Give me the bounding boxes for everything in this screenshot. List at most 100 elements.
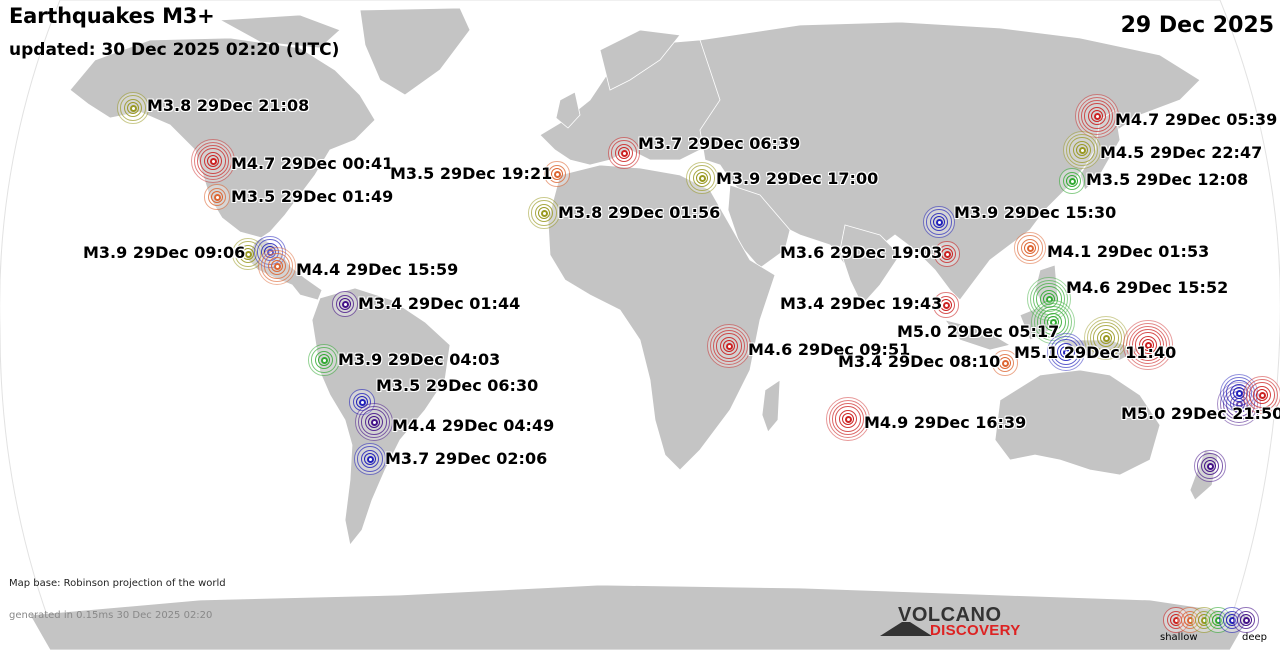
ring-icon xyxy=(926,209,952,235)
earthquake-label: M4.9 29Dec 16:39 xyxy=(864,413,1027,432)
ring-icon xyxy=(940,247,954,261)
ring-icon xyxy=(1087,106,1107,126)
epicenter-icon xyxy=(273,262,281,270)
ring-icon xyxy=(939,298,953,312)
epicenter-icon xyxy=(942,301,950,309)
epicenter-icon xyxy=(320,356,328,364)
ring-icon xyxy=(1090,322,1122,354)
epicenter-icon xyxy=(358,398,366,406)
ring-icon xyxy=(1096,328,1116,348)
ring-icon xyxy=(197,145,229,177)
ring-icon xyxy=(716,333,742,359)
ring-icon xyxy=(719,336,739,356)
ring-icon xyxy=(311,347,337,373)
land-arabia xyxy=(727,184,791,269)
epicenter-icon xyxy=(540,209,548,217)
land-india xyxy=(839,224,901,306)
ring-icon xyxy=(338,297,352,311)
ring-icon xyxy=(335,294,355,314)
map-date: 29 Dec 2025 xyxy=(1120,13,1274,38)
land-canada-islands xyxy=(218,14,341,49)
ring-icon xyxy=(550,167,564,181)
earthquake-label: M3.7 29Dec 02:06 xyxy=(385,449,548,468)
ring-icon xyxy=(1081,100,1113,132)
ring-icon xyxy=(194,142,232,180)
ring-icon xyxy=(531,200,557,226)
earthquake-label: M4.6 29Dec 15:52 xyxy=(1066,278,1229,297)
ring-icon xyxy=(210,190,224,204)
earthquake-label: M3.5 29Dec 19:21 xyxy=(390,164,553,183)
volcano-discovery-logo[interactable]: VOLCANO DISCOVERY xyxy=(880,604,1040,640)
ring-icon xyxy=(1020,238,1040,258)
ring-icon xyxy=(358,406,390,438)
epicenter-icon xyxy=(1093,112,1101,120)
epicenter-icon xyxy=(1235,389,1243,397)
ring-icon xyxy=(126,101,140,115)
land-uk xyxy=(555,91,581,129)
ring-icon xyxy=(206,154,220,168)
ring-icon xyxy=(1062,171,1082,191)
ring-icon xyxy=(1246,379,1278,411)
ring-icon xyxy=(264,253,290,279)
ring-icon xyxy=(1050,336,1082,368)
ring-icon xyxy=(1203,459,1217,473)
earthquake-label: M3.5 29Dec 01:49 xyxy=(231,187,394,206)
earthquake-label: M3.4 29Dec 19:43 xyxy=(780,294,943,313)
logo-text-discovery: DISCOVERY xyxy=(930,622,1021,639)
land-greenland xyxy=(359,7,471,96)
ring-icon xyxy=(547,164,567,184)
ring-icon xyxy=(692,168,712,188)
epicenter-icon xyxy=(1078,146,1086,154)
ring-icon xyxy=(1056,342,1076,362)
epicenter-icon xyxy=(244,250,252,258)
ring-icon xyxy=(1023,241,1037,255)
ring-icon xyxy=(1252,385,1272,405)
epicenter-icon xyxy=(1062,348,1070,356)
earthquake-label: M4.4 29Dec 15:59 xyxy=(296,260,459,279)
ring-icon xyxy=(203,151,223,171)
ring-icon xyxy=(1197,453,1223,479)
earthquake-label: M4.6 29Dec 09:51 xyxy=(748,340,911,359)
epicenter-icon xyxy=(725,342,733,350)
earthquake-label: M3.4 29Dec 01:44 xyxy=(358,294,521,313)
epicenter-icon xyxy=(1242,616,1250,624)
ring-icon xyxy=(1239,613,1253,627)
earthquake-label: M3.9 29Dec 17:00 xyxy=(716,169,879,188)
earthquake-label: M4.7 29Dec 05:39 xyxy=(1115,110,1278,129)
ring-icon xyxy=(1084,103,1110,129)
epicenter-icon xyxy=(209,157,217,165)
ring-icon xyxy=(689,165,715,191)
epicenter-icon xyxy=(1258,391,1266,399)
earthquake-label: M4.7 29Dec 00:41 xyxy=(231,154,394,173)
ring-icon xyxy=(1069,137,1095,163)
ring-icon xyxy=(936,295,956,315)
ring-icon xyxy=(270,259,284,273)
epicenter-icon xyxy=(620,149,628,157)
ring-icon xyxy=(364,412,384,432)
ring-icon xyxy=(835,406,861,432)
legend-shallow-label: shallow xyxy=(1160,632,1198,643)
earthquake-label: M4.5 29Dec 22:47 xyxy=(1100,143,1263,162)
earthquake-label: M3.9 29Dec 04:03 xyxy=(338,350,501,369)
epicenter-icon xyxy=(698,174,706,182)
ring-icon xyxy=(1093,325,1119,351)
ring-icon xyxy=(614,143,634,163)
ring-icon xyxy=(207,187,227,207)
epicenter-icon xyxy=(366,455,374,463)
ring-icon xyxy=(1141,338,1155,352)
earthquake-label: M4.1 29Dec 01:53 xyxy=(1047,242,1210,261)
ring-icon xyxy=(1249,382,1275,408)
ring-icon xyxy=(932,215,946,229)
epicenter-icon xyxy=(1144,341,1152,349)
land-scandinavia xyxy=(599,29,681,91)
epicenter-icon xyxy=(1068,177,1076,185)
epicenter-icon xyxy=(341,300,349,308)
earthquake-label: M3.9 29Dec 09:06 xyxy=(83,243,246,262)
earthquake-label: M3.6 29Dec 19:03 xyxy=(780,243,943,262)
earthquake-label: M5.1 29Dec 11:40 xyxy=(1014,343,1177,362)
land-madagascar xyxy=(761,379,781,433)
ring-icon xyxy=(998,356,1012,370)
ring-icon xyxy=(267,256,287,276)
ring-icon xyxy=(1046,315,1060,329)
